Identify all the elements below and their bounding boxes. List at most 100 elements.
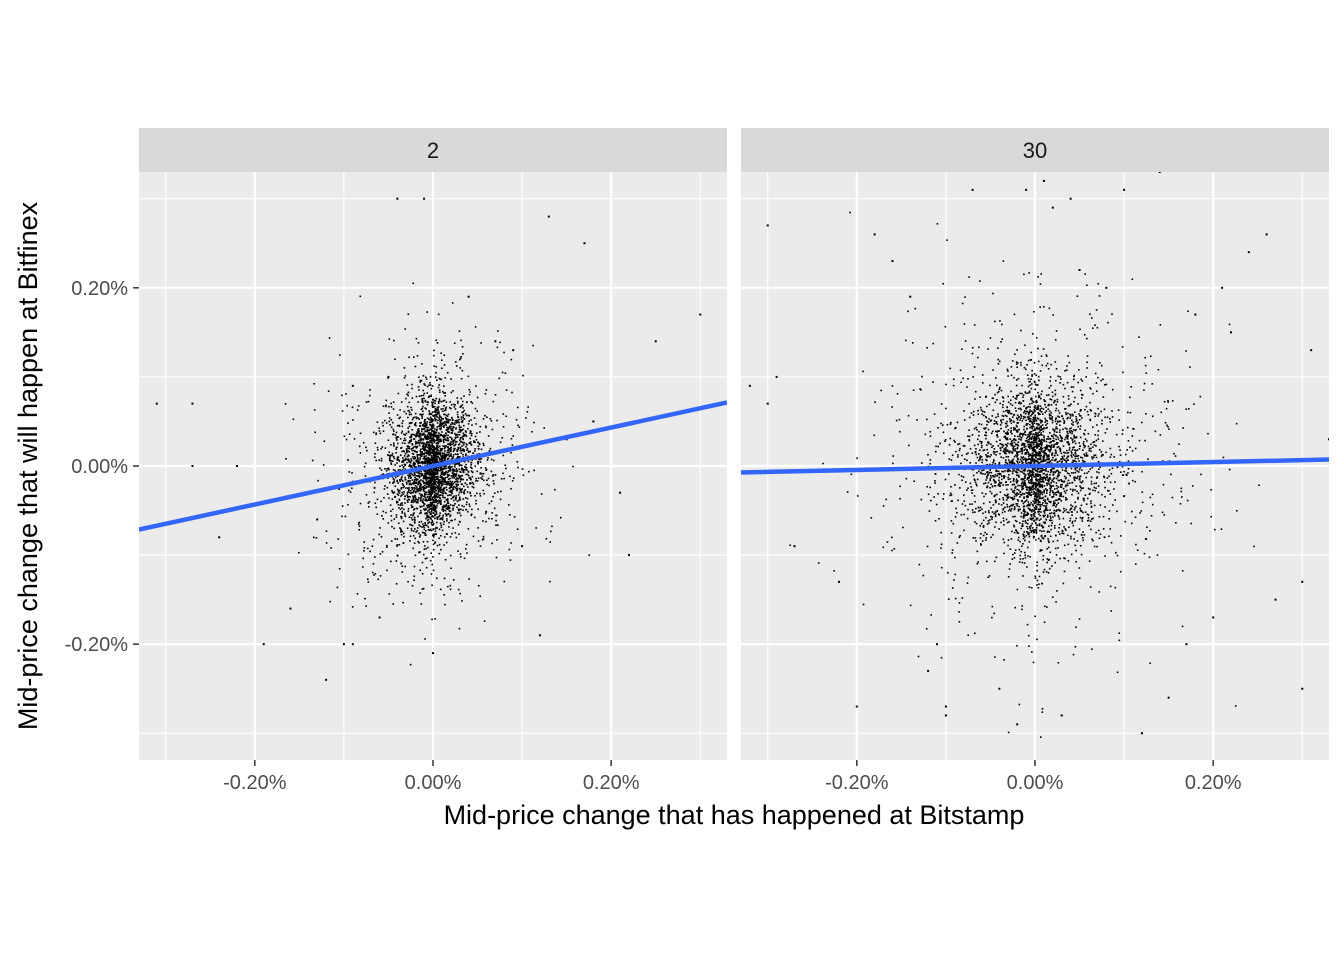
data-point — [1083, 534, 1086, 536]
data-point — [434, 514, 436, 517]
data-point — [1020, 545, 1023, 548]
data-point — [1095, 309, 1098, 311]
data-point — [1009, 548, 1012, 551]
data-point — [1081, 417, 1083, 419]
data-point — [428, 469, 431, 472]
data-point — [410, 422, 412, 424]
data-point — [1090, 480, 1093, 483]
data-point — [972, 537, 975, 539]
data-point — [374, 452, 376, 455]
data-point — [434, 471, 436, 474]
data-point — [1050, 528, 1052, 531]
data-point — [465, 463, 467, 466]
data-point — [448, 463, 451, 466]
data-point — [435, 365, 438, 368]
data-point — [467, 427, 469, 430]
data-point — [1031, 522, 1033, 525]
data-point — [443, 399, 446, 402]
data-point — [365, 494, 368, 496]
data-point — [430, 413, 433, 416]
data-point — [400, 533, 403, 536]
data-point — [436, 448, 438, 451]
data-point — [1034, 521, 1037, 524]
data-point — [431, 437, 434, 439]
data-point — [434, 480, 437, 483]
data-point — [435, 492, 438, 495]
data-point — [449, 510, 452, 513]
data-point — [410, 517, 413, 519]
data-point — [448, 431, 450, 434]
data-point — [1091, 466, 1094, 469]
data-point — [407, 474, 409, 477]
data-point — [434, 376, 437, 379]
data-point — [1029, 527, 1031, 530]
data-point — [425, 557, 428, 559]
data-point — [439, 522, 442, 525]
data-point — [446, 476, 449, 478]
data-point — [426, 524, 428, 527]
data-point — [410, 501, 413, 503]
data-point — [431, 503, 433, 506]
data-point — [503, 477, 505, 480]
data-point — [433, 440, 436, 442]
data-point — [484, 414, 486, 417]
data-point — [1055, 367, 1058, 370]
data-point — [1109, 447, 1112, 450]
data-point — [387, 467, 390, 470]
data-point — [1077, 492, 1080, 495]
data-point — [1019, 419, 1021, 421]
data-point — [956, 542, 959, 544]
data-point — [1096, 471, 1098, 473]
data-point — [451, 432, 453, 434]
data-point — [419, 438, 421, 441]
data-point — [432, 401, 435, 404]
data-point — [1017, 469, 1020, 471]
data-point — [407, 416, 409, 419]
data-point — [1139, 512, 1141, 514]
data-point — [435, 454, 437, 457]
data-point — [442, 408, 444, 410]
data-point — [458, 428, 461, 431]
data-point — [392, 408, 395, 410]
data-point — [427, 431, 430, 434]
data-point — [429, 477, 432, 479]
data-point — [448, 484, 451, 486]
data-point — [429, 529, 431, 532]
data-point — [1045, 492, 1048, 494]
data-point — [1060, 436, 1062, 438]
data-point — [421, 452, 423, 454]
data-point — [439, 588, 442, 591]
data-point — [392, 430, 395, 432]
data-point — [1030, 438, 1033, 440]
data-point — [429, 470, 432, 473]
data-point — [998, 476, 1001, 479]
data-point — [1000, 420, 1002, 422]
data-point — [1048, 416, 1051, 419]
data-point — [425, 437, 427, 440]
data-point — [433, 505, 435, 508]
data-point — [460, 468, 463, 471]
data-point — [417, 428, 419, 431]
data-point — [1076, 466, 1078, 469]
data-point — [404, 439, 407, 442]
data-point — [1036, 503, 1039, 506]
data-point — [505, 389, 508, 391]
data-point — [1044, 500, 1046, 503]
data-point — [424, 470, 427, 473]
data-point — [425, 529, 427, 532]
data-point — [1143, 552, 1146, 555]
data-point — [1040, 470, 1043, 473]
data-point — [1050, 411, 1053, 414]
data-point — [457, 436, 459, 438]
data-point — [1069, 517, 1072, 520]
data-point — [1064, 557, 1066, 560]
data-point — [436, 439, 439, 442]
data-point — [337, 538, 339, 540]
data-point — [1081, 469, 1083, 471]
data-point — [402, 461, 405, 463]
data-point — [1063, 490, 1066, 493]
data-point — [1073, 400, 1075, 403]
data-point — [444, 509, 447, 512]
data-point — [416, 457, 419, 459]
data-point — [482, 442, 485, 445]
